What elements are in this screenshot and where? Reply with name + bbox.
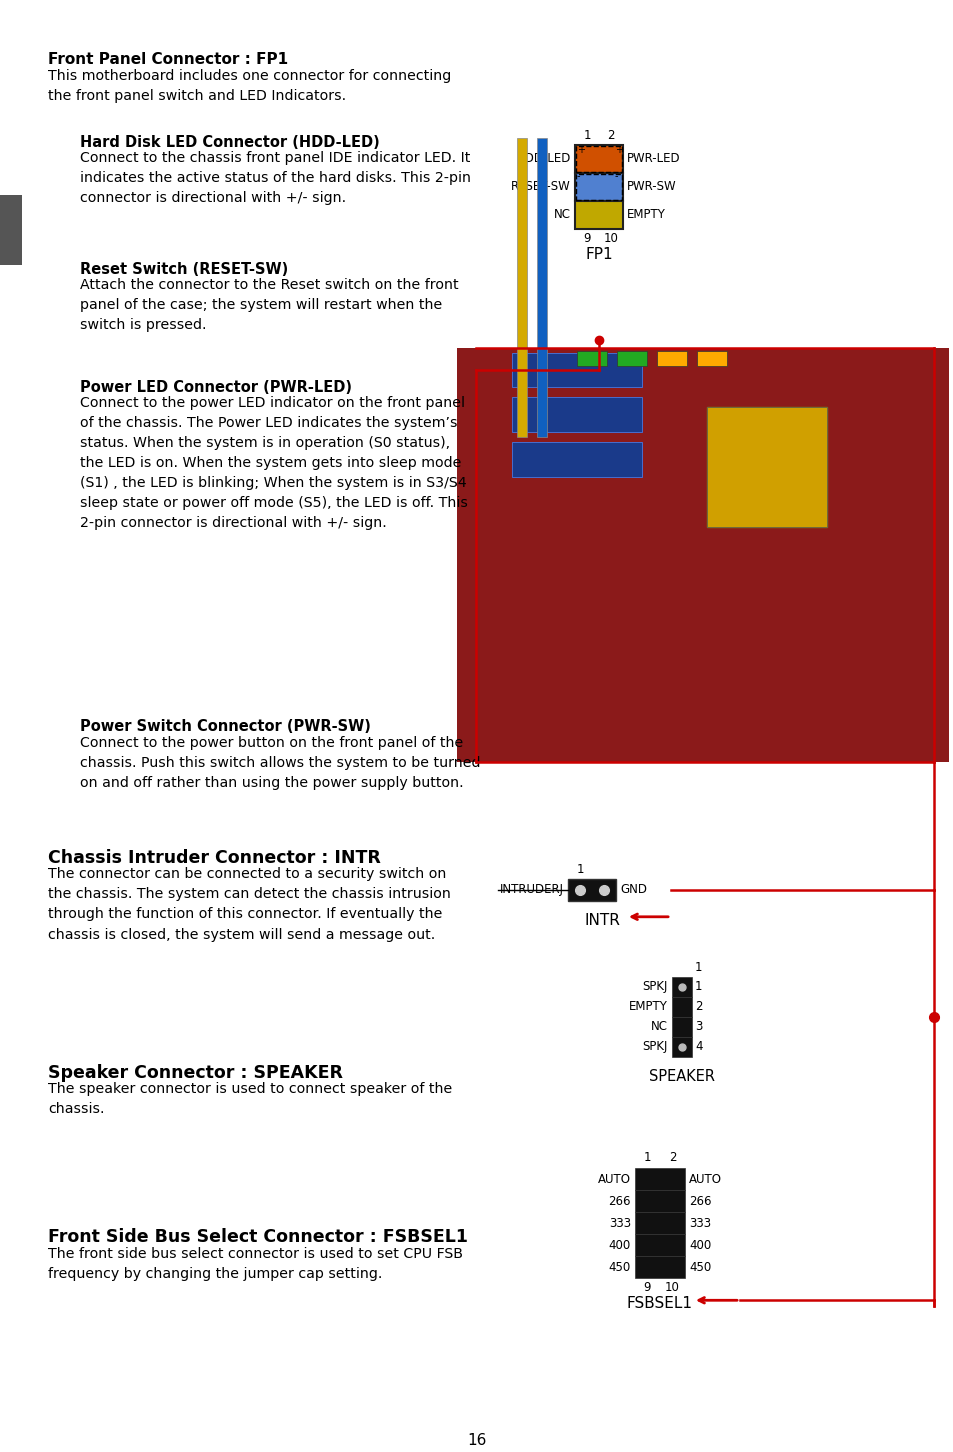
Text: 1: 1 [695,980,701,993]
Text: FSBSEL1: FSBSEL1 [626,1297,692,1311]
Text: 1: 1 [582,129,590,142]
Text: 450: 450 [608,1260,630,1273]
Bar [575,200,622,229]
Bar [671,1016,691,1037]
Bar [512,353,641,388]
Bar [577,350,606,366]
Text: 266: 266 [688,1195,711,1208]
Text: PWR-LED: PWR-LED [626,152,679,166]
Text: 1: 1 [576,862,583,876]
Text: NC: NC [650,1021,667,1034]
Bar [0,195,22,264]
Text: NC: NC [554,208,571,221]
Text: 16: 16 [467,1433,486,1448]
Bar [635,1256,684,1278]
Text: 2: 2 [607,129,614,142]
Bar [537,138,546,437]
Text: Chassis Intruder Connector : INTR: Chassis Intruder Connector : INTR [48,849,380,867]
Text: SPEAKER: SPEAKER [648,1069,714,1083]
Text: 400: 400 [688,1239,711,1252]
Text: 4: 4 [695,1040,701,1053]
Text: Connect to the power LED indicator on the front panel
of the chassis. The Power : Connect to the power LED indicator on th… [80,396,467,530]
Bar [575,173,622,200]
Text: Front Side Bus Select Connector : FSBSEL1: Front Side Bus Select Connector : FSBSEL… [48,1228,468,1246]
Text: +: + [577,145,584,155]
Text: RESET-SW: RESET-SW [511,180,571,193]
Bar [671,977,691,996]
Text: -: - [577,171,579,182]
Bar [635,1212,684,1234]
Text: The connector can be connected to a security switch on
the chassis. The system c: The connector can be connected to a secu… [48,867,451,941]
Text: 3: 3 [695,1021,701,1034]
Text: 10: 10 [603,232,618,245]
Bar [697,350,726,366]
Text: 450: 450 [688,1260,711,1273]
Text: INTR: INTR [583,913,619,928]
Text: AUTO: AUTO [598,1173,630,1186]
Text: EMPTY: EMPTY [626,208,665,221]
Text: Reset Switch (RESET-SW): Reset Switch (RESET-SW) [80,261,288,277]
Bar [635,1169,684,1191]
Text: INTRUDERJ: INTRUDERJ [499,883,563,896]
Text: 400: 400 [608,1239,630,1252]
Text: AUTO: AUTO [688,1173,721,1186]
Text: 2: 2 [695,1000,701,1013]
Text: 266: 266 [608,1195,630,1208]
Text: GND: GND [619,883,646,896]
Text: EMPTY: EMPTY [628,1000,667,1013]
Text: Connect to the power button on the front panel of the
chassis. Push this switch : Connect to the power button on the front… [80,736,480,790]
Bar [635,1191,684,1212]
Text: Power LED Connector (PWR-LED): Power LED Connector (PWR-LED) [80,379,352,395]
Text: +: + [615,145,622,155]
Text: Speaker Connector : SPEAKER: Speaker Connector : SPEAKER [48,1064,343,1082]
Text: Connect to the chassis front panel IDE indicator LED. It
indicates the active st: Connect to the chassis front panel IDE i… [80,151,471,205]
Text: Hard Disk LED Connector (HDD-LED): Hard Disk LED Connector (HDD-LED) [80,135,379,150]
Text: HDD-LED: HDD-LED [517,152,571,166]
Text: 1: 1 [695,961,701,974]
Text: Front Panel Connector : FP1: Front Panel Connector : FP1 [48,52,288,67]
Bar [512,398,641,433]
Text: The speaker connector is used to connect speaker of the
chassis.: The speaker connector is used to connect… [48,1082,452,1117]
Bar [567,878,616,900]
Text: Attach the connector to the Reset switch on the front
panel of the case; the sys: Attach the connector to the Reset switch… [80,279,458,333]
Bar [512,443,641,478]
Text: PWR-SW: PWR-SW [626,180,676,193]
Text: 2: 2 [4,221,18,240]
Bar [456,347,948,762]
Bar [671,1037,691,1057]
Text: SPKJ: SPKJ [642,980,667,993]
Text: 333: 333 [688,1217,710,1230]
Bar [576,145,621,171]
Text: SPKJ: SPKJ [642,1040,667,1053]
Text: 2: 2 [668,1151,676,1165]
Bar [657,350,686,366]
Bar [517,138,526,437]
Text: FP1: FP1 [584,247,612,261]
Text: 333: 333 [608,1217,630,1230]
Text: 9: 9 [582,232,590,245]
Text: 1: 1 [643,1151,651,1165]
Text: Power Switch Connector (PWR-SW): Power Switch Connector (PWR-SW) [80,719,371,735]
Bar [706,408,826,527]
Bar [575,145,622,173]
Text: -: - [615,171,618,182]
Text: This motherboard includes one connector for connecting
the front panel switch an: This motherboard includes one connector … [48,68,451,103]
Text: 10: 10 [664,1281,679,1294]
Bar [635,1234,684,1256]
Bar [617,350,646,366]
Bar [706,408,826,527]
Bar [576,174,621,200]
Bar [671,996,691,1016]
Text: 9: 9 [643,1281,651,1294]
Text: The front side bus select connector is used to set CPU FSB
frequency by changing: The front side bus select connector is u… [48,1247,462,1281]
